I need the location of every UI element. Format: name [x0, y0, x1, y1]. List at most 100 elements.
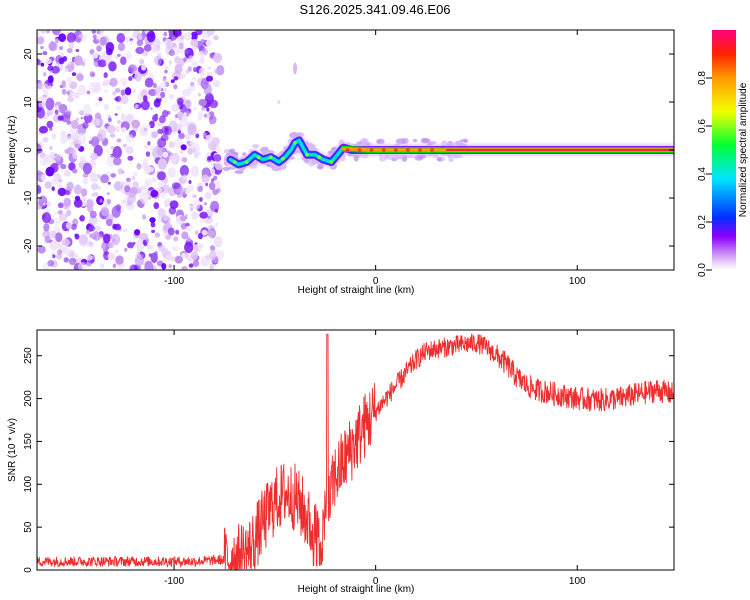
heatmap-noise-blob [162, 151, 169, 158]
heatmap-noise-blob [50, 151, 57, 159]
heatmap-halo-blob [412, 139, 418, 143]
heatmap-noise-blob [106, 192, 110, 196]
heatmap-noise-blob [89, 210, 97, 219]
heatmap-noise-blob [51, 66, 60, 74]
heatmap-noise-blob [42, 136, 49, 143]
heatmap-noise-blob [61, 238, 70, 247]
heatmap-noise-blob [70, 223, 77, 230]
heatmap-noise-blob [150, 252, 158, 263]
heatmap-halo-blob [281, 164, 287, 170]
heatmap-noise-blob [216, 188, 221, 194]
heatmap-noise-blob [148, 253, 153, 258]
heatmap-noise-blob [184, 241, 194, 254]
heatmap-noise-blob [213, 175, 218, 181]
heatmap-noise-blob [110, 145, 115, 150]
heatmap-noise-blob [52, 217, 62, 226]
heatmap-noise-blob [106, 48, 113, 56]
heatmap-noise-blob [57, 202, 64, 209]
heatmap-noise-blob [196, 184, 200, 187]
heatmap-noise-blob [150, 189, 159, 198]
heatmap-noise-blob [199, 58, 205, 64]
heatmap-noise-blob [95, 33, 102, 41]
heatmap-noise-blob [92, 34, 97, 39]
heatmap-noise-blob [97, 186, 102, 190]
heatmap-y-tick-label: -20 [23, 238, 34, 253]
heatmap-noise-blob [114, 113, 118, 116]
heatmap-noise-blob [193, 106, 197, 111]
heatmap-noise-blob [85, 261, 92, 267]
heatmap-noise-blob [194, 230, 199, 235]
heatmap-noise-blob [208, 115, 217, 125]
heatmap-noise-blob [174, 63, 183, 75]
heatmap-noise-blob [206, 30, 215, 36]
heatmap-noise-blob [125, 51, 132, 60]
heatmap-halo-blob [252, 144, 260, 149]
heatmap-noise-blob [80, 188, 88, 197]
heatmap-noise-blob [169, 155, 177, 164]
heatmap-noise-blob [205, 113, 211, 119]
heatmap-noise-blob [117, 168, 123, 175]
heatmap-halo-blob [430, 140, 437, 145]
heatmap-noise-blob [109, 81, 113, 86]
heatmap-noise-blob [186, 184, 195, 192]
heatmap-noise-blob [59, 52, 65, 57]
heatmap-noise-blob [188, 263, 194, 268]
heatmap-noise-blob [147, 141, 151, 146]
heatmap-noise-blob [144, 260, 154, 270]
heatmap-noise-blob [143, 144, 149, 150]
colorbar-tick-label: 0.0 [697, 263, 708, 277]
heatmap-noise-blob [188, 85, 196, 92]
figure-title: S126.2025.341.09.46.E06 [299, 2, 450, 17]
heatmap-x-label: Height of straight line (km) [298, 285, 415, 296]
heatmap-noise-blob [88, 215, 98, 226]
heatmap-noise-blob [151, 131, 159, 139]
heatmap-noise-blob [149, 107, 153, 111]
heatmap-noise-blob [212, 163, 217, 167]
heatmap-noise-blob [213, 236, 223, 248]
heatmap-noise-blob [203, 83, 212, 96]
heatmap-noise-blob [159, 91, 166, 99]
heatmap-noise-blob [207, 156, 213, 161]
heatmap-noise-blob [116, 120, 121, 124]
heatmap-noise-blob [107, 242, 114, 249]
heatmap-noise-blob [168, 141, 175, 149]
heatmap-ridge [222, 132, 674, 174]
heatmap-noise-blob [214, 208, 219, 213]
heatmap-noise-blob [63, 197, 71, 207]
heatmap-noise-blob [57, 210, 64, 215]
heatmap-noise-blob [101, 243, 107, 250]
snr-series-line [37, 333, 674, 570]
heatmap-noise-blob [181, 252, 187, 258]
heatmap-noise-blob [159, 115, 166, 124]
heatmap-ridge-peak [394, 148, 398, 152]
heatmap-noise-blob [208, 66, 212, 70]
heatmap-ridge-peak [357, 148, 362, 152]
heatmap-noise-blob [201, 174, 210, 183]
heatmap-noise-blob [152, 114, 159, 122]
heatmap-noise-region [37, 30, 298, 270]
heatmap-noise-blob [277, 100, 281, 104]
heatmap-noise-blob [43, 223, 50, 232]
colorbar-gradient [712, 30, 736, 270]
heatmap-noise-blob [143, 95, 148, 102]
heatmap-noise-blob [157, 137, 167, 148]
heatmap-noise-blob [132, 241, 136, 245]
heatmap-noise-blob [162, 87, 168, 93]
heatmap-noise-blob [72, 168, 78, 174]
heatmap-noise-blob [79, 156, 86, 163]
heatmap-noise-blob [57, 182, 62, 188]
heatmap-noise-blob [135, 46, 145, 55]
heatmap-noise-blob [83, 113, 93, 124]
heatmap-noise-blob [155, 97, 162, 103]
heatmap-noise-blob [48, 85, 52, 89]
heatmap-noise-blob [124, 247, 128, 252]
heatmap-noise-blob [46, 112, 51, 116]
heatmap-noise-blob [56, 253, 63, 260]
heatmap-noise-blob [183, 158, 187, 162]
heatmap-noise-blob [45, 97, 55, 111]
heatmap-noise-blob [60, 134, 68, 145]
heatmap-noise-blob [208, 141, 217, 151]
heatmap-noise-blob [190, 31, 198, 41]
heatmap-noise-blob [125, 113, 135, 124]
